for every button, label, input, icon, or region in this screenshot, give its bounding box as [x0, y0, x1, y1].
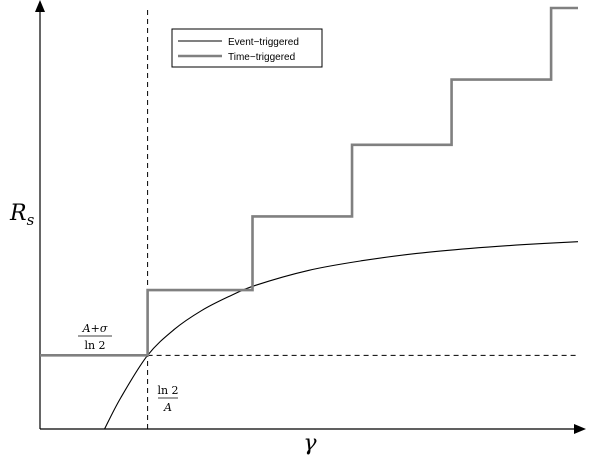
- axes: [35, 0, 586, 434]
- legend: Event−triggered Time−triggered: [171, 28, 323, 68]
- threshold-x-numerator: ln 2: [157, 384, 178, 397]
- legend-box: [171, 28, 323, 68]
- series-layer: [40, 6, 579, 430]
- threshold-y-label: A+σ ln 2: [78, 322, 112, 352]
- threshold-x-denominator: A: [163, 401, 172, 414]
- legend-label-time-triggered: Time−triggered: [228, 52, 295, 63]
- y-axis-label-main: R: [9, 201, 27, 226]
- y-axis-label: Rs: [9, 201, 35, 229]
- threshold-x-label: ln 2 A: [157, 384, 178, 414]
- legend-label-event-triggered: Event−triggered: [228, 37, 299, 48]
- threshold-y-numerator: A+σ: [82, 322, 108, 335]
- series-line-time-triggered: [40, 6, 578, 357]
- series-line-event-triggered: [104, 241, 579, 430]
- threshold-y-denominator: ln 2: [84, 339, 105, 352]
- x-axis-label: γ: [303, 431, 317, 455]
- x-axis-arrow-icon: [574, 424, 586, 434]
- y-axis-label-subscript: s: [27, 211, 35, 229]
- y-axis-arrow-icon: [35, 0, 45, 12]
